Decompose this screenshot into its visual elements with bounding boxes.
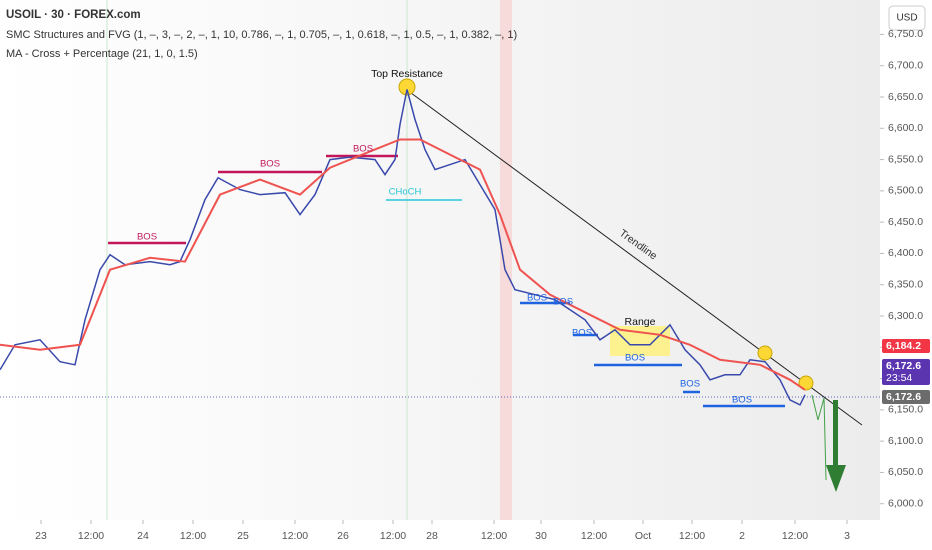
trendline: [406, 89, 863, 426]
structure-lines: [108, 154, 785, 408]
touch-marker: [798, 375, 814, 391]
series-line: [0, 138, 806, 391]
price-label-box: [882, 339, 930, 353]
series-line: [0, 89, 806, 406]
x-tick-label: 12:00: [78, 530, 104, 542]
x-tick-label: 26: [337, 530, 349, 542]
price-label: 6,184.2: [886, 340, 921, 352]
price-label: 6,172.6: [886, 391, 921, 403]
resistance-marker: [398, 78, 416, 96]
x-tick-label: 12:00: [180, 530, 206, 542]
annotation: BOS: [625, 353, 645, 364]
session-band: [500, 0, 512, 520]
y-tick-label: 6,700.0: [888, 59, 923, 71]
x-tick-label: 3: [844, 530, 850, 542]
x-tick-label: 12:00: [481, 530, 507, 542]
y-tick-label: 6,400.0: [888, 247, 923, 259]
price-label-box: [882, 390, 930, 404]
x-tick-label: 12:00: [380, 530, 406, 542]
annotation: BOS: [680, 379, 700, 390]
x-tick-label: 24: [137, 530, 149, 542]
x-tick-label: 12:00: [282, 530, 308, 542]
y-tick-label: 6,600.0: [888, 122, 923, 134]
chart-title: USOIL · 30 · FOREX.com: [6, 9, 141, 21]
annotation: BOS: [553, 297, 573, 308]
indicator-label: MA - Cross + Percentage (21, 1, 0, 1.5): [6, 48, 198, 60]
y-tick-label: 6,000.0: [888, 498, 923, 510]
x-tick-label: 12:00: [679, 530, 705, 542]
x-tick-label: 25: [237, 530, 249, 542]
annotation: Top Resistance: [371, 68, 443, 80]
annotation: BOS: [353, 144, 373, 155]
currency[interactable]: USD: [896, 13, 917, 24]
annotation: BOS: [572, 328, 592, 339]
y-tick-label: 6,750.0: [888, 28, 923, 40]
y-tick-label: 6,650.0: [888, 91, 923, 103]
plot-bg: [0, 0, 880, 520]
annotation: BOS: [137, 232, 157, 243]
annotation: CHoCH: [389, 187, 422, 198]
y-tick-label: 6,500.0: [888, 185, 923, 197]
x-tick-label: 28: [426, 530, 438, 542]
y-tick-label: 6,150.0: [888, 404, 923, 416]
x-tick-label: Oct: [635, 530, 651, 542]
annotation: BOS: [527, 293, 547, 304]
price-label: 6,172.6: [886, 360, 921, 372]
y-tick-label: 6,350.0: [888, 278, 923, 290]
y-tick-label: 6,050.0: [888, 466, 923, 478]
x-tick-label: 12:00: [782, 530, 808, 542]
annotation: BOS: [260, 159, 280, 170]
price-label-box: [882, 359, 930, 385]
y-tick-label: 6,550.0: [888, 153, 923, 165]
annotation: BOS: [732, 395, 752, 406]
price-label-sub: 23:54: [886, 372, 912, 384]
y-tick-label: 6,300.0: [888, 310, 923, 322]
x-tick-label: 23: [35, 530, 47, 542]
indicator-label: SMC Structures and FVG (1, –, 3, –, 2, –…: [6, 29, 517, 41]
axis-bg: [880, 0, 932, 550]
projection-path: [811, 394, 827, 481]
y-tick-label: 6,100.0: [888, 435, 923, 447]
x-tick-label: 12:00: [581, 530, 607, 542]
range-box: [610, 326, 670, 356]
down-arrow: [826, 400, 846, 492]
currency-button[interactable]: [888, 5, 926, 31]
x-tick-label: 30: [535, 530, 547, 542]
annotation: Range: [625, 316, 656, 328]
y-tick-label: 6,450.0: [888, 216, 923, 228]
touch-marker: [757, 345, 773, 361]
x-tick-label: 2: [739, 530, 745, 542]
